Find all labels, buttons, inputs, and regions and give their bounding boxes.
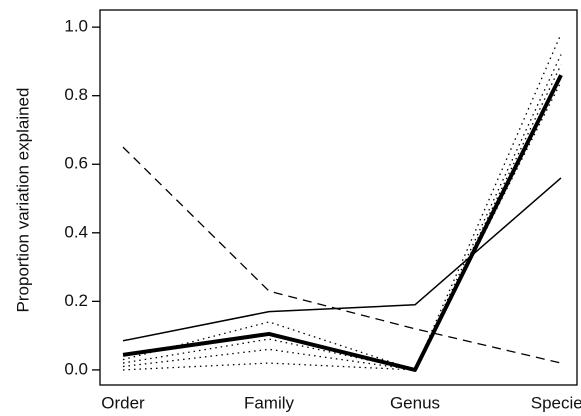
y-tick-label: 0.2 [64, 291, 88, 310]
data-line [122, 81, 562, 371]
x-tick-label: Genus [390, 393, 440, 412]
y-tick-label: 0.8 [64, 85, 88, 104]
x-tick-label: Species [531, 393, 581, 412]
data-line [122, 33, 562, 371]
data-line [122, 64, 562, 371]
y-tick-label: 0.4 [64, 222, 88, 241]
data-line [122, 146, 562, 364]
plot-frame [99, 9, 578, 386]
y-axis-label: Proportion variation explained [13, 88, 32, 313]
x-tick-label: Order [101, 393, 145, 412]
data-line [122, 74, 563, 372]
x-tick-label: Family [244, 393, 295, 412]
y-tick-label: 0.6 [64, 154, 88, 173]
y-tick-label: 1.0 [64, 17, 88, 36]
data-line [122, 177, 562, 342]
y-tick-label: 0.0 [64, 359, 88, 378]
